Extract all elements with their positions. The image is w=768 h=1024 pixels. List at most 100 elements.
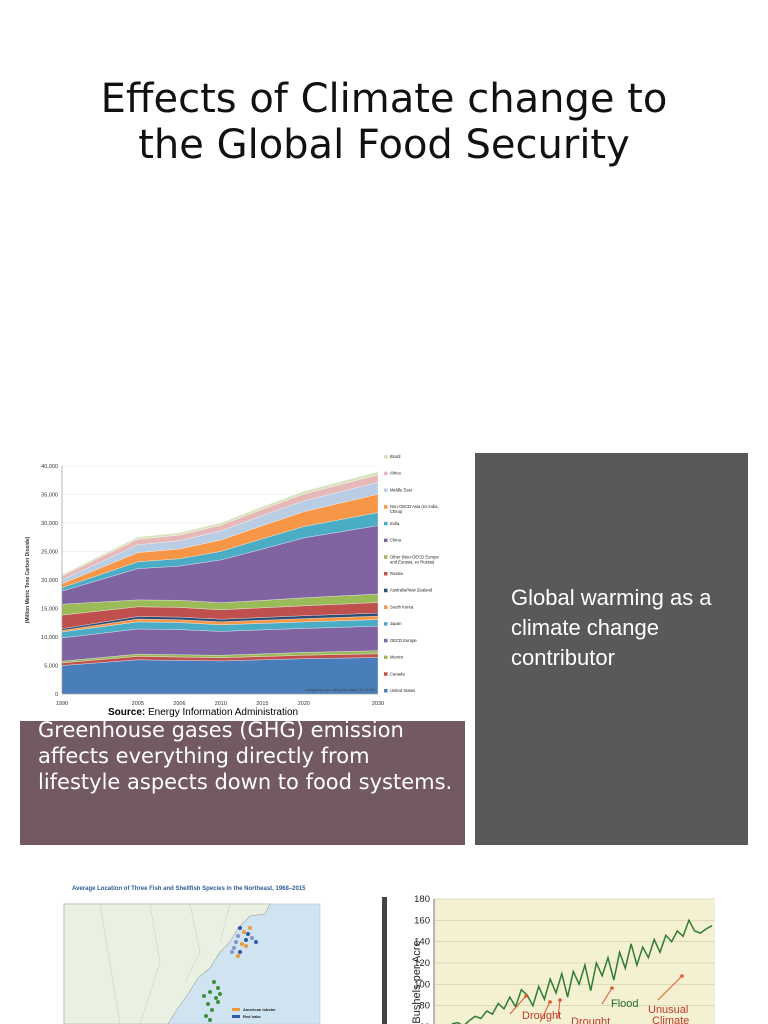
state-border [99, 903, 121, 1024]
x-tick-label: 2015 [256, 701, 268, 707]
map-legend-swatch [232, 1015, 240, 1018]
emissions-chart-svg: 0 5,000 10,000 15,000 20,000 25,000 30,000 35,0… [25, 454, 440, 707]
annotation-arrow [509, 995, 527, 1015]
legend-label: Japan [390, 621, 402, 626]
legend-swatch [384, 672, 388, 676]
legend-swatch [384, 638, 388, 643]
legend-swatch [384, 521, 388, 526]
emissions-area-chart: 0 5,000 10,000 15,000 20,000 25,000 30,000 35,0… [20, 452, 468, 722]
legend-swatch [384, 471, 388, 476]
fish-species-map: American lobster Red hake Average Locatio… [60, 882, 325, 1024]
lobster-dot [236, 934, 240, 938]
legend-swatch [384, 572, 388, 576]
lobster-dot [238, 926, 242, 930]
annotation-arrow [539, 1001, 551, 1023]
chart-watermark: mongabay.com using EIA data (Oct 2009) [305, 688, 376, 692]
source-text: Energy Information Administration [145, 707, 299, 718]
lobster-dot [234, 940, 238, 944]
annotation-label: Drought [571, 1016, 610, 1024]
hake-dot [202, 994, 206, 998]
lobster-dot [250, 936, 254, 940]
x-tick-label: 2010 [215, 701, 227, 707]
y-tick-label: 120 [414, 958, 430, 969]
y-tick-label: 30,000 [41, 521, 58, 527]
legend-label: Russia [390, 571, 403, 576]
legend-swatch [384, 538, 388, 543]
hake-dot [216, 1000, 220, 1004]
slide-title: Effects of Climate change to the Global … [100, 76, 668, 168]
annotation-arrow [557, 999, 561, 1019]
hake-dot [204, 1014, 208, 1018]
hake-dot [210, 1008, 214, 1012]
state-border [219, 903, 231, 943]
arrow-head [680, 974, 684, 978]
hake-dot [208, 990, 212, 994]
hake-dot [208, 1018, 212, 1022]
legend-swatch [384, 488, 388, 492]
area-series [61, 471, 379, 577]
plot-background [434, 899, 715, 1024]
lobster-dot [232, 946, 236, 950]
lobster-dot [238, 950, 242, 954]
grey-box-text: Global warming as a climate change contr… [511, 585, 712, 670]
lobster-dot [254, 940, 258, 944]
legend-swatch [384, 605, 388, 609]
arrow-head [524, 994, 528, 998]
y-tick-label: 25,000 [41, 550, 58, 556]
chart-source: Source: Energy Information Administratio… [108, 707, 298, 718]
y-axis-label: Bushels per Acre [411, 940, 423, 1023]
legend-label: India [390, 521, 400, 526]
x-tick-label: 2030 [372, 701, 384, 707]
maroon-box-text: Greenhouse gases (GHG) emission affects … [38, 721, 453, 794]
x-tick-label: 1990 [56, 701, 68, 707]
lobster-dot [230, 950, 234, 954]
y-tick-label: 20,000 [41, 578, 58, 584]
y-tick-label: 10,000 [41, 635, 58, 641]
hake-dot [216, 986, 220, 990]
legend-label: Other (Non-OECD Europe and Eurasia, ex Ru… [390, 554, 440, 564]
legend-swatch [384, 588, 388, 593]
legend-swatch [384, 455, 388, 459]
map-legend-label: American lobster [243, 1007, 276, 1012]
y-tick-label: 140 [414, 937, 430, 948]
legend-label: South Korea [390, 604, 414, 609]
y-tick-label: 160 [414, 915, 430, 926]
lobster-dot [248, 926, 252, 930]
annotation-label: Unusual [648, 1004, 688, 1016]
divider-bar [382, 897, 387, 1024]
legend-swatch [384, 555, 388, 559]
hake-dot [218, 992, 222, 996]
hake-dot [214, 996, 218, 1000]
legend-label: Canada [390, 671, 405, 676]
y-tick-label: 15,000 [41, 607, 58, 613]
y-tick-label: 0 [55, 692, 58, 698]
arrow-head [548, 1000, 552, 1004]
state-border [184, 903, 201, 983]
y-axis-label: (Million Metric Tons Carbon Dioxide) [25, 536, 31, 623]
state-border [139, 903, 161, 1024]
y-tick-label: 5,000 [44, 664, 58, 670]
lobster-dot [244, 944, 248, 948]
legend-swatch [384, 689, 388, 693]
x-tick-label: 2020 [298, 701, 310, 707]
legend-label: Brazil [390, 454, 401, 459]
annotation-label: Drought [522, 1010, 561, 1022]
land-mass [63, 903, 271, 1024]
y-tick-label: 35,000 [41, 493, 58, 499]
yield-line [451, 918, 713, 1024]
grey-text-box: Global warming as a climate change contr… [475, 453, 748, 845]
legend-swatch [384, 505, 388, 509]
lobster-dot [246, 932, 250, 936]
lobster-dot [236, 954, 240, 958]
y-tick-label: 180 [414, 894, 430, 905]
annotation-label: Climate [652, 1015, 689, 1024]
legend-label: Africa [390, 471, 401, 476]
legend-label: United States [390, 688, 415, 693]
legend-label: Middle East [390, 487, 413, 492]
x-tick-label: 2006 [173, 701, 185, 707]
legend-swatch [384, 622, 388, 626]
annotation-arrow [601, 987, 613, 1005]
corn-yield-chart: 180 160 140 120 100 80 60Bushels per Acre Droug… [390, 892, 720, 1024]
annotation-label: Flood [611, 998, 639, 1010]
arrow-head [610, 986, 614, 990]
